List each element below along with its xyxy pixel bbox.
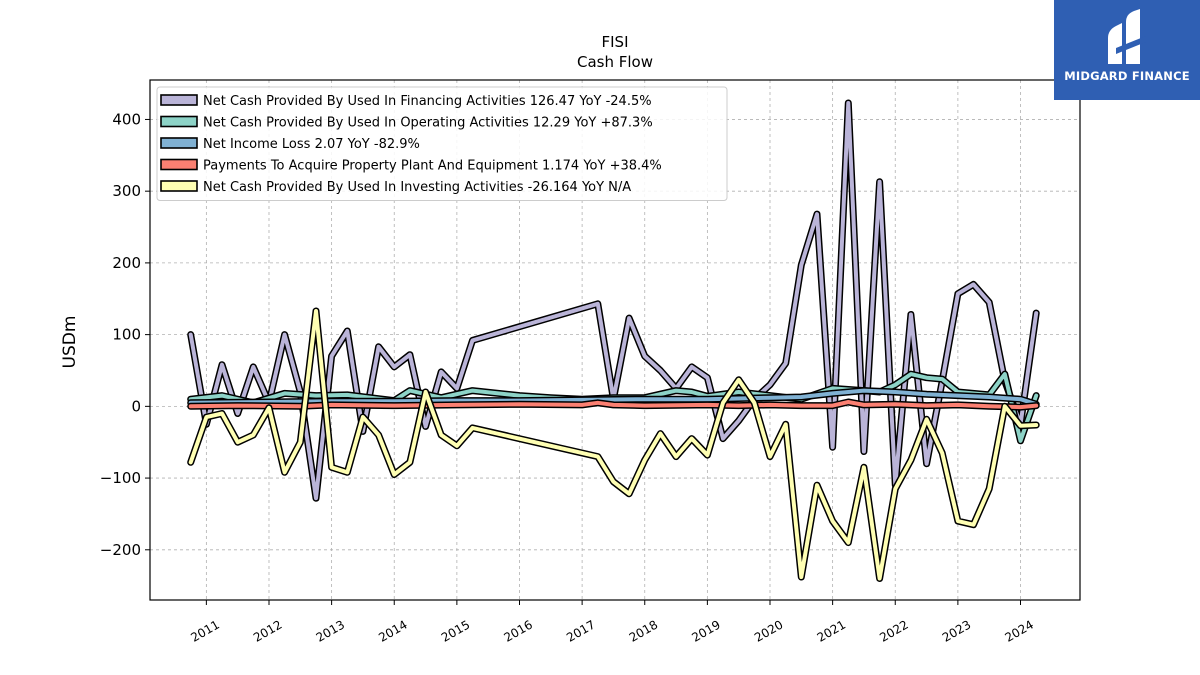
- y-tick-label: 300: [112, 182, 141, 200]
- y-axis-label: USDm: [60, 316, 80, 369]
- y-tick-label: 100: [112, 326, 141, 344]
- legend-label: Net Income Loss 2.07 YoY -82.9%: [203, 137, 420, 152]
- x-tick-label: 2013: [314, 617, 347, 644]
- x-tick-label: 2012: [251, 617, 284, 644]
- x-tick-label: 2015: [439, 617, 472, 644]
- x-tick-label: 2017: [564, 617, 597, 644]
- x-tick-label: 2014: [376, 617, 409, 644]
- legend-label: Net Cash Provided By Used In Financing A…: [203, 94, 652, 109]
- series-line: [188, 372, 1039, 443]
- x-tick-label: 2024: [1003, 617, 1036, 644]
- series-lines: [187, 99, 1040, 582]
- x-tick-label: 2020: [752, 617, 785, 644]
- legend-box: [156, 86, 728, 201]
- series-line: [188, 101, 1039, 501]
- legend-label: Payments To Acquire Property Plant And E…: [203, 159, 662, 174]
- series-line: [188, 309, 1039, 581]
- legend-swatch: [160, 94, 198, 106]
- brand-name: MIDGARD FINANCE: [1064, 69, 1190, 83]
- x-tick-label: 2018: [627, 617, 660, 644]
- plot-frame: [149, 79, 1081, 601]
- legend-swatch: [160, 158, 198, 171]
- x-tick-label: 2011: [188, 617, 221, 644]
- y-tick-label: 400: [112, 110, 141, 128]
- y-tick-label: −100: [100, 469, 141, 487]
- x-tick-label: 2016: [502, 617, 535, 644]
- legend-label: Net Cash Provided By Used In Investing A…: [203, 180, 631, 195]
- legend-swatch: [160, 115, 198, 128]
- legend-swatch: [160, 180, 198, 192]
- chart-title: FISI: [602, 33, 629, 51]
- chart-subtitle: Cash Flow: [577, 53, 653, 71]
- y-tick-label: −200: [100, 541, 141, 559]
- brand-logo: MIDGARD FINANCE: [1054, 0, 1200, 100]
- x-tick-label: 2019: [689, 617, 722, 644]
- x-tick-label: 2023: [940, 617, 973, 644]
- y-tick-label: 0: [131, 397, 141, 415]
- legend-swatch: [160, 137, 198, 149]
- x-tick-label: 2021: [815, 617, 848, 644]
- legend: Net Cash Provided By Used In Financing A…: [156, 86, 728, 201]
- x-tick-label: 2022: [877, 617, 910, 644]
- legend-label: Net Cash Provided By Used In Operating A…: [203, 116, 653, 131]
- y-tick-label: 200: [112, 254, 141, 272]
- brand-logo-mark-icon: [1108, 9, 1146, 64]
- series-line: [188, 388, 1039, 407]
